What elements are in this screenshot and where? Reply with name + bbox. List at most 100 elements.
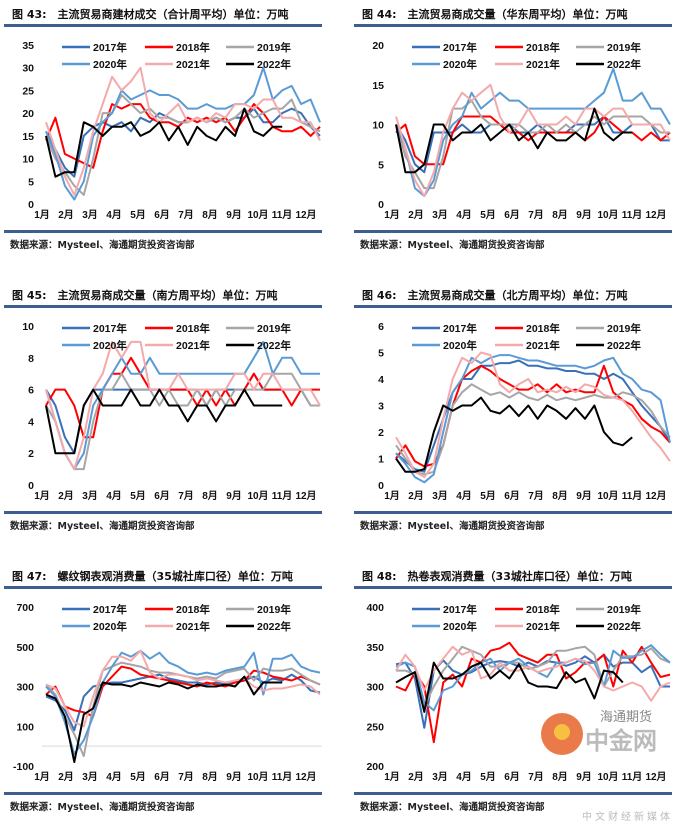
line-chart: 0 5 10 15 20 1月 2月 3月 4月 5月 6月 7月 8月 9月 10月 11月 12月 2017年… xyxy=(372,40,671,221)
x-tick-label: 11月 xyxy=(272,771,293,783)
title-divider xyxy=(354,586,672,589)
x-tick-label: 5月 xyxy=(480,771,496,783)
legend-label: 2017年 xyxy=(93,322,127,335)
legend-label: 2018年 xyxy=(526,603,560,616)
series-line-2017 xyxy=(45,673,321,732)
x-tick-label: 11月 xyxy=(622,490,643,502)
chart-title: 图 47: 螺纹钢表观消费量（35城社库口径）单位：万吨 xyxy=(12,570,293,583)
y-tick-label: 4 xyxy=(378,374,384,386)
legend-label: 2021年 xyxy=(526,58,560,71)
y-tick-label: 350 xyxy=(366,642,384,654)
y-tick-label: 0 xyxy=(28,199,34,211)
legend-label: 2020年 xyxy=(443,620,477,633)
chart-title: 图 48: 热卷表观消费量（33城社库口径）单位：万吨 xyxy=(362,570,632,583)
y-tick-label: 200 xyxy=(366,761,384,773)
y-tick-label: 15 xyxy=(22,131,34,143)
chart-source: 数据来源：Mysteel、海通期货投资咨询部 xyxy=(360,802,545,813)
legend-label: 2020年 xyxy=(93,339,127,352)
x-tick-label: 3月 xyxy=(82,490,98,502)
title-divider xyxy=(354,305,672,308)
legend-label: 2022年 xyxy=(607,620,641,633)
x-tick-label: 9月 xyxy=(226,209,242,221)
legend-label: 2017年 xyxy=(93,603,127,616)
legend-label: 2021年 xyxy=(176,620,210,633)
series-line-2019 xyxy=(45,661,321,758)
series-line-2021 xyxy=(45,340,321,471)
legend-label: 2019年 xyxy=(257,41,291,54)
x-tick-label: 2月 xyxy=(408,771,424,783)
x-tick-label: 6月 xyxy=(504,771,520,783)
chart-panel-2: 图 44: 主流贸易商成交量（华东周平均）单位：万吨 数据来源：Mysteel、海… xyxy=(350,0,692,280)
chart-source: 数据来源：Mysteel、海通期货投资咨询部 xyxy=(10,802,195,813)
chart-source: 数据来源：Mysteel、海通期货投资咨询部 xyxy=(10,521,195,532)
legend-label: 2021年 xyxy=(176,58,210,71)
legend-label: 2022年 xyxy=(257,620,291,633)
series-line-2022 xyxy=(45,675,283,763)
x-tick-label: 6月 xyxy=(504,490,520,502)
y-tick-label: 2 xyxy=(28,448,34,460)
chart-title: 图 43: 主流贸易商建材成交（合计周平均）单位：万吨 xyxy=(12,8,289,21)
title-divider xyxy=(4,24,322,27)
series-line-2018 xyxy=(45,356,320,439)
x-tick-label: 1月 xyxy=(34,209,50,221)
legend-label: 2020年 xyxy=(443,58,477,71)
x-tick-label: 7月 xyxy=(178,490,194,502)
title-divider xyxy=(4,305,322,308)
x-tick-label: 5月 xyxy=(480,490,496,502)
y-tick-label: 10 xyxy=(372,120,384,132)
x-tick-label: 10月 xyxy=(597,771,618,783)
x-tick-label: 5月 xyxy=(130,490,146,502)
y-tick-label: 5 xyxy=(378,348,384,360)
series-line-2019 xyxy=(396,645,671,708)
y-tick-label: 0 xyxy=(28,480,34,492)
x-tick-label: 2月 xyxy=(408,209,424,221)
x-tick-label: 5月 xyxy=(130,771,146,783)
x-tick-label: 8月 xyxy=(552,490,568,502)
y-tick-label: 1 xyxy=(378,454,384,466)
line-chart: 0 2 4 6 8 10 1月 2月 3月 4月 5月 6月 7月 8月 9月 10月 11月 12月 2017年 2… xyxy=(22,321,321,502)
series-line-2020 xyxy=(45,66,321,201)
line-chart: 0 5 10 15 20 25 30 35 1月 2月 3月 4月 5月 6月 7月 8月 9月 10月 11月 12… xyxy=(22,40,321,221)
y-tick-label: 3 xyxy=(378,401,384,413)
legend-label: 2017年 xyxy=(443,603,477,616)
x-tick-label: 1月 xyxy=(34,771,50,783)
x-tick-label: 6月 xyxy=(154,490,170,502)
x-tick-label: 9月 xyxy=(226,771,242,783)
legend-label: 2019年 xyxy=(607,41,641,54)
watermark-graphic xyxy=(541,713,583,755)
x-tick-label: 11月 xyxy=(272,490,293,502)
x-tick-label: 10月 xyxy=(247,209,268,221)
chart-panel-5: 图 47: 螺纹钢表观消费量（35城社库口径）单位：万吨 数据来源：Mysteel… xyxy=(0,562,346,825)
x-tick-label: 8月 xyxy=(202,490,218,502)
x-tick-label: 1月 xyxy=(384,209,400,221)
chart-source: 数据来源：Mysteel、海通期货投资咨询部 xyxy=(360,240,545,251)
x-tick-label: 6月 xyxy=(504,209,520,221)
chart-panel-4: 图 46: 主流贸易商成交量（北方周平均）单位：万吨 数据来源：Mysteel、海… xyxy=(350,281,692,561)
legend-label: 2017年 xyxy=(93,41,127,54)
x-tick-label: 4月 xyxy=(456,771,472,783)
y-tick-label: 20 xyxy=(22,108,34,120)
y-tick-label: 35 xyxy=(22,40,34,52)
y-tick-label: 0 xyxy=(378,199,384,211)
watermark-swirl xyxy=(554,724,570,740)
x-tick-label: 12月 xyxy=(295,771,316,783)
legend-label: 2021年 xyxy=(176,339,210,352)
x-tick-label: 9月 xyxy=(576,490,592,502)
y-tick-label: 15 xyxy=(372,80,384,92)
legend-label: 2022年 xyxy=(257,339,291,352)
legend-label: 2018年 xyxy=(176,603,210,616)
title-divider xyxy=(4,586,322,589)
x-tick-label: 3月 xyxy=(82,771,98,783)
source-divider xyxy=(354,230,672,233)
legend-label: 2020年 xyxy=(93,620,127,633)
legend-label: 2021年 xyxy=(526,620,560,633)
legend-label: 2019年 xyxy=(257,603,291,616)
y-tick-label: 10 xyxy=(22,321,34,333)
x-tick-label: 7月 xyxy=(178,771,194,783)
x-tick-label: 9月 xyxy=(226,490,242,502)
x-tick-label: 6月 xyxy=(154,771,170,783)
watermark-tagline: 中文财经新媒体 xyxy=(582,812,673,823)
chart-source: 数据来源：Mysteel、海通期货投资咨询部 xyxy=(360,521,545,532)
line-chart: 200 250 300 350 400 1月 2月 3月 4月 5月 6月 7月 8月 9月 10月 11月 1… xyxy=(366,602,671,783)
